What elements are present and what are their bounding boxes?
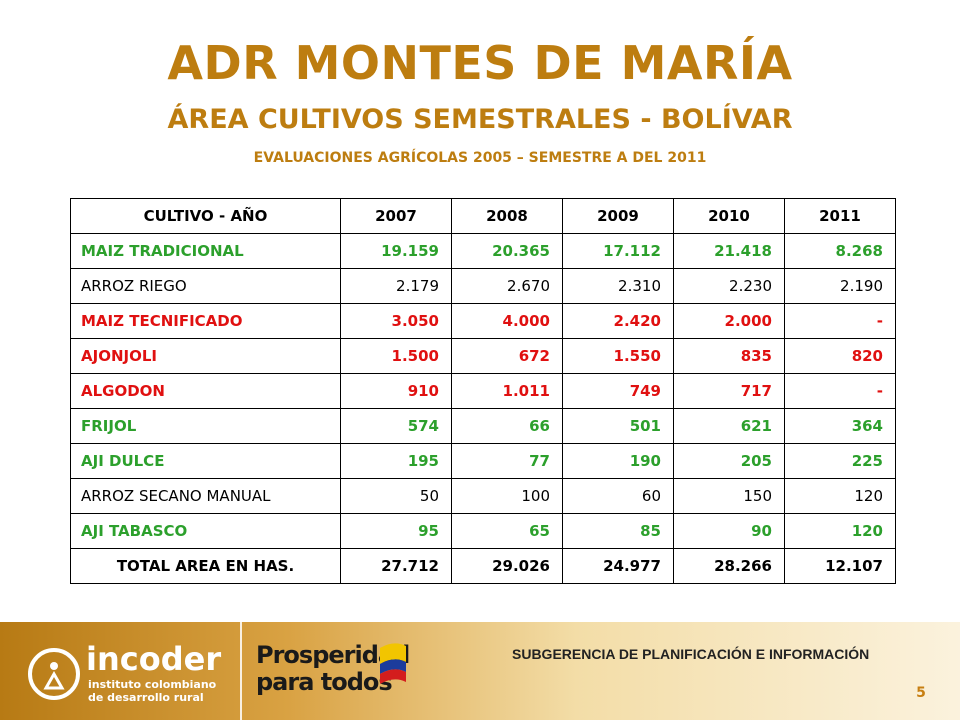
value-cell: 190	[562, 443, 674, 479]
incoder-logo-text: incoder	[86, 640, 222, 678]
value-cell: 225	[784, 443, 896, 479]
value-cell: 50	[340, 478, 452, 514]
crop-name-cell: AJI TABASCO	[70, 513, 341, 549]
page-subtitle-secondary: EVALUACIONES AGRÍCOLAS 2005 – SEMESTRE A…	[253, 150, 707, 166]
page-title: ADR MONTES DE MARÍA	[167, 36, 793, 90]
table-header-row: CULTIVO - AÑO 2007 2008 2009 2010 2011	[70, 198, 896, 234]
footer-band	[0, 622, 960, 720]
header-cell: 2010	[673, 198, 785, 234]
value-cell: 60	[562, 478, 674, 514]
crop-name-cell: AJONJOLI	[70, 338, 341, 374]
value-cell: 120	[784, 513, 896, 549]
total-value-cell: 27.712	[340, 548, 452, 584]
crops-table: CULTIVO - AÑO 2007 2008 2009 2010 2011 MAIZ TR…	[70, 198, 896, 584]
flag-icon	[380, 643, 406, 684]
page-number: 5	[916, 685, 926, 701]
value-cell: 195	[340, 443, 452, 479]
value-cell: 2.190	[784, 268, 896, 304]
crop-name-cell: AJI DULCE	[70, 443, 341, 479]
crop-name-cell: ARROZ SECANO MANUAL	[70, 478, 341, 514]
table-row: AJI TABASCO 95 65 85 90 120	[70, 513, 896, 549]
header-cell: CULTIVO - AÑO	[70, 198, 341, 234]
total-value-cell: 28.266	[673, 548, 785, 584]
header-cell: 2007	[340, 198, 452, 234]
value-cell: 2.420	[562, 303, 674, 339]
crop-name-cell: ARROZ RIEGO	[70, 268, 341, 304]
value-cell: 364	[784, 408, 896, 444]
value-cell: 150	[673, 478, 785, 514]
value-cell: 85	[562, 513, 674, 549]
header-cell: 2011	[784, 198, 896, 234]
table-row: ALGODON 910 1.011 749 717-	[70, 373, 896, 409]
value-cell: 77	[451, 443, 563, 479]
value-cell: 835	[673, 338, 785, 374]
logo-sub-line1: instituto colombiano	[88, 678, 217, 691]
value-cell: 574	[340, 408, 452, 444]
logo-sub-line2: de desarrollo rural	[88, 691, 204, 704]
table-row: AJONJOLI 1.500 672 1.550 835 820	[70, 338, 896, 374]
table-row: ARROZ SECANO MANUAL 50 100 60 150 120	[70, 478, 896, 514]
value-cell: 19.159	[340, 233, 452, 269]
value-cell: 65	[451, 513, 563, 549]
value-cell: 910	[340, 373, 452, 409]
value-cell: 2.670	[451, 268, 563, 304]
total-value-cell: 24.977	[562, 548, 674, 584]
crop-name-cell: ALGODON	[70, 373, 341, 409]
value-cell: -	[784, 373, 896, 409]
crop-name-cell: MAIZ TECNIFICADO	[70, 303, 341, 339]
value-cell: 1.550	[562, 338, 674, 374]
value-cell: 820	[784, 338, 896, 374]
value-cell: 2.000	[673, 303, 785, 339]
value-cell: 20.365	[451, 233, 563, 269]
table-row: FRIJOL 574 66 501 621 364	[70, 408, 896, 444]
value-cell: 2.230	[673, 268, 785, 304]
table-row: ARROZ RIEGO 2.179 2.670 2.310 2.230 2.190	[70, 268, 896, 304]
page-subtitle: ÁREA CULTIVOS SEMESTRALES - BOLÍVAR	[167, 104, 793, 135]
value-cell: 749	[562, 373, 674, 409]
value-cell: 501	[562, 408, 674, 444]
header-cell: 2009	[562, 198, 674, 234]
table-row: MAIZ TECNIFICADO 3.050 4.000 2.420 2.000-	[70, 303, 896, 339]
value-cell: 621	[673, 408, 785, 444]
slogan-line2: para todos	[256, 668, 393, 696]
value-cell: 120	[784, 478, 896, 514]
value-cell: 1.500	[340, 338, 452, 374]
total-label-cell: TOTAL AREA EN HAS.	[70, 548, 341, 584]
value-cell: 205	[673, 443, 785, 479]
total-value-cell: 29.026	[451, 548, 563, 584]
value-cell: 3.050	[340, 303, 452, 339]
table-row: MAIZ TRADICIONAL 19.159 20.365 17.112 21.418…	[70, 233, 896, 269]
incoder-logo-subtitle: instituto colombiano de desarrollo rural	[88, 678, 216, 704]
value-cell: 2.179	[340, 268, 452, 304]
value-cell: 90	[673, 513, 785, 549]
value-cell: 8.268	[784, 233, 896, 269]
crop-name-cell: MAIZ TRADICIONAL	[70, 233, 341, 269]
value-cell: -	[784, 303, 896, 339]
value-cell: 66	[451, 408, 563, 444]
incoder-logo-icon	[28, 648, 80, 700]
value-cell: 21.418	[673, 233, 785, 269]
header-cell: 2008	[451, 198, 563, 234]
value-cell: 2.310	[562, 268, 674, 304]
table-total-row: TOTAL AREA EN HAS. 27.712 29.026 24.977 28.2…	[70, 548, 896, 584]
footer-divider	[240, 622, 242, 720]
value-cell: 1.011	[451, 373, 563, 409]
total-value-cell: 12.107	[784, 548, 896, 584]
department-label: SUBGERENCIA DE PLANIFICACIÓN E INFORMACI…	[512, 646, 870, 662]
value-cell: 95	[340, 513, 452, 549]
crop-name-cell: FRIJOL	[70, 408, 341, 444]
value-cell: 717	[673, 373, 785, 409]
value-cell: 17.112	[562, 233, 674, 269]
value-cell: 4.000	[451, 303, 563, 339]
value-cell: 672	[451, 338, 563, 374]
value-cell: 100	[451, 478, 563, 514]
table-row: AJI DULCE 195 77 190 205 225	[70, 443, 896, 479]
